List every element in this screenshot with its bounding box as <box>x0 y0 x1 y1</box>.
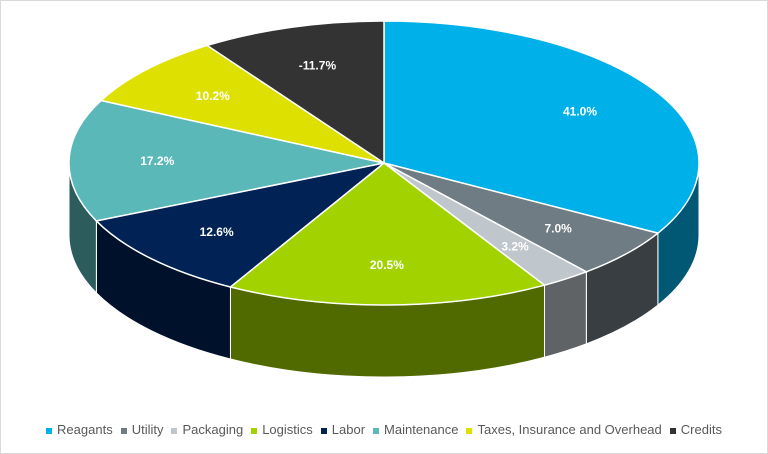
legend-swatch <box>466 427 473 434</box>
legend-item: Labor <box>320 422 366 437</box>
legend-item: Packaging <box>171 422 243 437</box>
legend-item: Taxes, Insurance and Overhead <box>466 422 662 437</box>
pie-slice-maintenance[interactable] <box>68 99 385 222</box>
legend-label: Packaging <box>182 422 244 437</box>
legend-swatch <box>251 427 258 434</box>
legend-label: Taxes, Insurance and Overhead <box>477 422 662 437</box>
legend-label: Utility <box>131 422 164 437</box>
legend: Reagants Utility Packaging Logistics Labor Ma… <box>1 422 767 437</box>
legend-item: Credits <box>669 422 722 437</box>
legend-swatch <box>171 427 178 434</box>
data-label: 41.0% <box>563 105 597 119</box>
legend-label: Maintenance <box>384 422 459 437</box>
legend-swatch <box>120 427 127 434</box>
data-label: 10.2% <box>196 89 230 103</box>
data-label: 20.5% <box>370 258 404 272</box>
pie-slice-taxes-insurance-and-overhead[interactable] <box>99 44 385 164</box>
pie-slice-logistics[interactable] <box>228 162 547 306</box>
data-label: 12.6% <box>200 225 234 239</box>
legend-item: Reagants <box>46 422 113 437</box>
pie-slice-labor[interactable] <box>94 162 385 288</box>
pie-slice-credits[interactable] <box>205 20 385 165</box>
legend-label: Logistics <box>262 422 313 437</box>
legend-item: Utility <box>120 422 164 437</box>
slice-side <box>544 271 587 358</box>
data-label: -11.7% <box>299 58 337 72</box>
legend-swatch <box>320 427 327 434</box>
legend-item: Logistics <box>251 422 313 437</box>
data-label: 7.0% <box>545 221 573 235</box>
legend-label: Labor <box>331 422 366 437</box>
legend-item: Maintenance <box>373 422 458 437</box>
data-label: 17.2% <box>140 154 174 168</box>
legend-swatch <box>669 427 676 434</box>
legend-swatch <box>46 427 53 434</box>
legend-label: Credits <box>680 422 722 437</box>
data-label: 3.2% <box>501 239 529 253</box>
legend-swatch <box>373 427 380 434</box>
legend-label: Reagants <box>57 422 113 437</box>
pie-slice-reagants[interactable] <box>383 20 700 234</box>
